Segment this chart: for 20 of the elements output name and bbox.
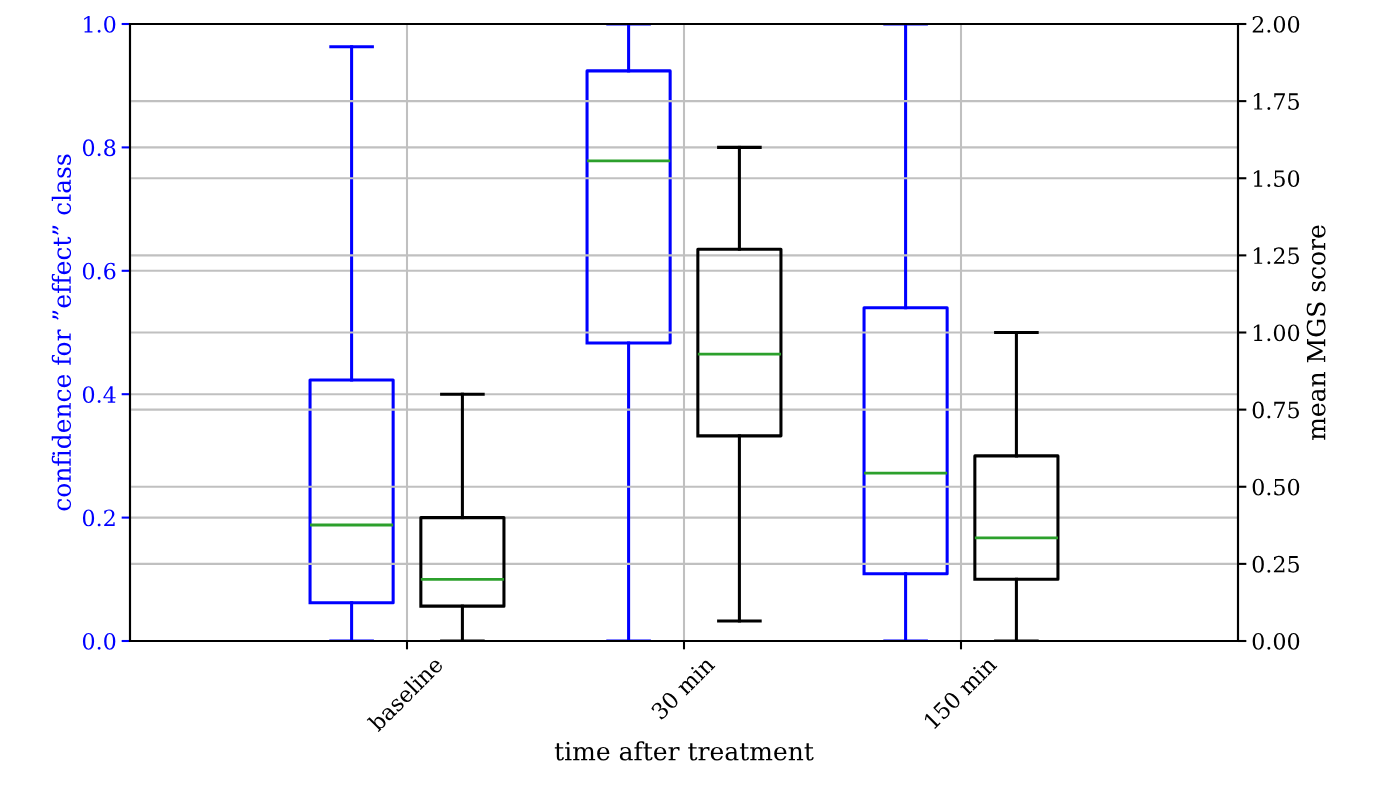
y2-tick-label: 0.75 <box>1252 401 1299 419</box>
y-axis-title: confidence for ”effect” class <box>51 154 72 511</box>
x-axis-title: time after treatment <box>554 741 814 761</box>
x-tick-label: 150 min <box>923 654 998 730</box>
y2-tick-label: 0.00 <box>1252 632 1300 650</box>
y2-tick-label: 0.25 <box>1252 555 1299 573</box>
y-tick-label: 0.2 <box>82 509 115 527</box>
y2-tick-label: 1.75 <box>1253 93 1299 110</box>
y2-tick-label: 0.50 <box>1252 478 1300 496</box>
y2-tick-label: 2.00 <box>1252 15 1300 33</box>
x-tick-label: 30 min <box>650 654 716 721</box>
y-tick-label: 0.4 <box>82 386 116 403</box>
y-tick-label: 0.0 <box>82 632 116 650</box>
y2-tick-label: 1.00 <box>1253 324 1300 342</box>
y2-axis-title: mean MGS score <box>1306 225 1326 440</box>
y2-tick-label: 1.50 <box>1253 170 1300 188</box>
y-tick-label: 1.0 <box>84 15 116 33</box>
y-tick-label: 0.6 <box>82 262 116 280</box>
y2-tick-label: 1.25 <box>1253 247 1299 265</box>
y-tick-label: 0.8 <box>82 139 116 157</box>
